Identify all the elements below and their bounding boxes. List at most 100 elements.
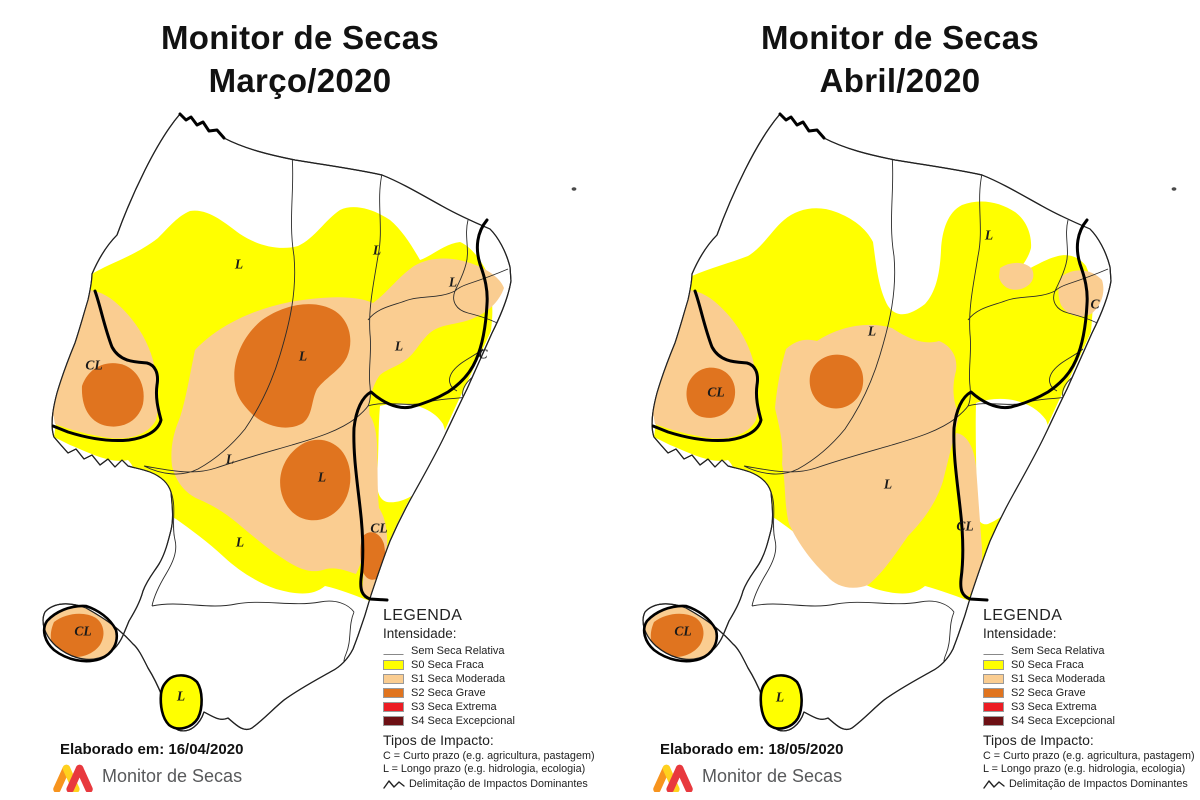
legend-delimitation: Delimitação de Impactos Dominantes bbox=[383, 778, 611, 790]
delimitation-icon bbox=[983, 779, 1005, 789]
legend-swatch bbox=[383, 660, 404, 670]
legend-item-label: Sem Seca Relativa bbox=[1011, 645, 1105, 657]
impact-label-cl: CL bbox=[74, 624, 91, 639]
brand-text: Monitor de Secas bbox=[102, 765, 243, 786]
impact-label-l: L bbox=[225, 452, 234, 467]
delimitation-icon bbox=[383, 779, 405, 789]
legend-intensity-label: Intensidade: bbox=[383, 626, 457, 641]
legend-swatch bbox=[383, 674, 404, 684]
brand-text: Monitor de Secas bbox=[702, 765, 843, 786]
legend-item-label: S4 Seca Excepcional bbox=[411, 715, 515, 727]
legend-item-label: S0 Seca Fraca bbox=[411, 659, 484, 671]
impact-type-line: L = Longo prazo (e.g. hidrologia, ecolog… bbox=[383, 763, 586, 775]
monitor-de-secas-logo-icon bbox=[653, 764, 693, 792]
legend-impact-title: Tipos de Impacto: bbox=[983, 732, 1094, 748]
impact-label-l: L bbox=[176, 689, 185, 704]
elaborated-date: Elaborado em: 18/05/2020 bbox=[660, 741, 844, 758]
legend-swatch bbox=[383, 688, 404, 698]
legend-swatch bbox=[383, 647, 404, 655]
legend-swatch bbox=[383, 716, 404, 726]
legend-intensity-label: Intensidade: bbox=[983, 626, 1057, 641]
legend-item-label: S1 Seca Moderada bbox=[411, 673, 506, 685]
impact-label-l: L bbox=[372, 243, 381, 258]
s1-region-ne-small bbox=[999, 262, 1034, 290]
brand: Monitor de Secas bbox=[52, 760, 242, 792]
legend-item-label: S0 Seca Fraca bbox=[1011, 659, 1084, 671]
legend-item: S2 Seca Grave bbox=[983, 686, 1200, 700]
legend-item-label: S3 Seca Extrema bbox=[1011, 701, 1097, 713]
title-line2: Abril/2020 bbox=[819, 62, 981, 99]
legend-item-label: S1 Seca Moderada bbox=[1011, 673, 1106, 685]
legend-item: S0 Seca Fraca bbox=[983, 658, 1200, 672]
legend-swatch bbox=[983, 674, 1004, 684]
legend-impact-lines: C = Curto prazo (e.g. agricultura, pasta… bbox=[983, 750, 1200, 776]
impact-type-line: L = Longo prazo (e.g. hidrologia, ecolog… bbox=[983, 763, 1186, 775]
legend-title: LEGENDA bbox=[383, 607, 463, 624]
panel-march: Monitor de Secas Março/2020 bbox=[0, 16, 600, 792]
impact-label-l: L bbox=[883, 477, 892, 492]
impact-label-c: C bbox=[1090, 297, 1100, 312]
impact-label-l: L bbox=[775, 690, 784, 705]
legend: LEGENDA Intensidade: Sem Seca Relativa S0… bbox=[983, 607, 1200, 790]
no-drought-pocket bbox=[975, 398, 1050, 525]
impact-type-line: C = Curto prazo (e.g. agricultura, pasta… bbox=[383, 750, 595, 762]
legend-swatch bbox=[983, 647, 1004, 655]
legend-swatch bbox=[983, 716, 1004, 726]
brand: Monitor de Secas bbox=[652, 760, 842, 792]
legend-item: S0 Seca Fraca bbox=[383, 658, 611, 672]
impact-label-cl: CL bbox=[674, 624, 691, 639]
s2-region-triangle bbox=[650, 613, 704, 658]
legend-swatch bbox=[983, 688, 1004, 698]
legend-delimitation-label: Delimitação de Impactos Dominantes bbox=[409, 778, 588, 790]
legend-item-label: S4 Seca Excepcional bbox=[1011, 715, 1115, 727]
legend-items: Sem Seca Relativa S0 Seca Fraca S1 Seca Mo… bbox=[383, 644, 611, 728]
impact-label-c: C bbox=[478, 347, 488, 362]
legend-item: S1 Seca Moderada bbox=[383, 672, 611, 686]
legend-item: S4 Seca Excepcional bbox=[383, 714, 611, 728]
legend-swatch bbox=[983, 702, 1004, 712]
island-mark bbox=[571, 187, 577, 191]
legend-items: Sem Seca Relativa S0 Seca Fraca S1 Seca Mo… bbox=[983, 644, 1200, 728]
map-title-april: Monitor de Secas Abril/2020 bbox=[600, 16, 1200, 102]
s2-region-south bbox=[280, 439, 351, 521]
panel-april: Monitor de Secas Abril/2020 bbox=[600, 0, 1200, 800]
impact-label-cl: CL bbox=[85, 358, 102, 373]
legend-delimitation-label: Delimitação de Impactos Dominantes bbox=[1009, 778, 1188, 790]
legend-item: S1 Seca Moderada bbox=[983, 672, 1200, 686]
title-line1: Monitor de Secas bbox=[160, 19, 440, 56]
impact-label-l: L bbox=[235, 535, 244, 550]
s2-region-central bbox=[809, 354, 864, 409]
legend-delimitation: Delimitação de Impactos Dominantes bbox=[983, 778, 1200, 790]
title-line1: Monitor de Secas bbox=[760, 19, 1040, 56]
elaborated-date: Elaborado em: 16/04/2020 bbox=[60, 741, 244, 758]
legend-impact-title: Tipos de Impacto: bbox=[383, 732, 494, 748]
legend-item: S4 Seca Excepcional bbox=[983, 714, 1200, 728]
legend-swatch bbox=[383, 702, 404, 712]
impact-label-l: L bbox=[317, 470, 326, 485]
legend-title: LEGENDA bbox=[983, 607, 1063, 624]
monitor-de-secas-logo-icon bbox=[53, 764, 93, 792]
legend-impact-lines: C = Curto prazo (e.g. agricultura, pasta… bbox=[383, 750, 611, 776]
legend-item-label: S3 Seca Extrema bbox=[411, 701, 497, 713]
s1-region-ne-coast bbox=[1058, 270, 1104, 317]
title-line2: Março/2020 bbox=[208, 62, 392, 99]
island-mark bbox=[1171, 187, 1177, 191]
legend-item-label: Sem Seca Relativa bbox=[411, 645, 505, 657]
legend-swatch bbox=[983, 660, 1004, 670]
impact-label-l: L bbox=[867, 324, 876, 339]
s2-region-west bbox=[81, 363, 144, 427]
legend-item: S2 Seca Grave bbox=[383, 686, 611, 700]
legend-item-label: S2 Seca Grave bbox=[1011, 687, 1086, 699]
s2-region-triangle bbox=[50, 613, 104, 658]
legend-item: Sem Seca Relativa bbox=[983, 644, 1200, 658]
impact-label-l: L bbox=[298, 349, 307, 364]
legend: LEGENDA Intensidade: Sem Seca Relativa S0… bbox=[383, 607, 611, 790]
s2-region-coastal bbox=[360, 532, 386, 580]
map-title-march: Monitor de Secas Março/2020 bbox=[0, 16, 600, 102]
impact-label-cl: CL bbox=[707, 385, 724, 400]
impact-label-l: L bbox=[984, 228, 993, 243]
